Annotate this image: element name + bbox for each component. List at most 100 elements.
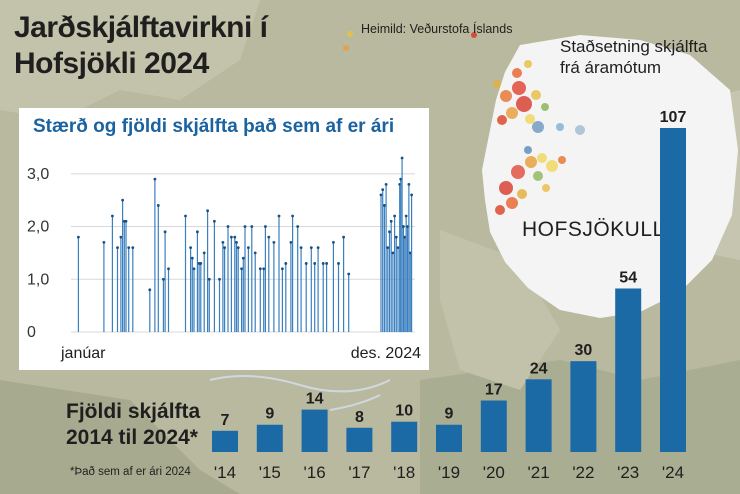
bar-category-label-7: '21	[528, 463, 550, 482]
bar-chart-label-line1: Fjöldi skjálfta	[66, 400, 201, 423]
magnitude-point-76	[400, 156, 404, 160]
bar-category-label-6: '20	[483, 463, 505, 482]
bar-value-label-9: 54	[619, 269, 637, 286]
magnitude-point-48	[284, 262, 288, 265]
bar-7	[525, 379, 552, 452]
magnitude-point-75	[399, 177, 403, 181]
magnitude-point-71	[393, 214, 396, 218]
magnitude-point-31	[230, 235, 233, 239]
magnitude-point-43	[264, 225, 267, 228]
bar-category-label-1: '15	[259, 463, 281, 482]
magnitude-point-8	[127, 246, 131, 250]
magnitude-point-57	[321, 262, 325, 265]
bar-value-label-8: 30	[575, 342, 593, 359]
magnitude-point-77	[402, 225, 405, 228]
y-tick-label-0: 0	[27, 324, 36, 341]
magnitude-point-50	[291, 214, 294, 218]
bar-10	[660, 128, 686, 452]
magnitude-point-5	[121, 198, 124, 202]
magnitude-point-24	[206, 209, 210, 213]
magnitude-point-49	[289, 240, 293, 244]
y-tick-label-2: 2,0	[27, 219, 49, 236]
magnitude-point-27	[218, 277, 221, 281]
magnitude-point-40	[253, 251, 257, 255]
magnitude-point-15	[167, 267, 170, 271]
magnitude-point-81	[407, 182, 411, 186]
magnitude-point-42	[262, 267, 266, 271]
magnitude-point-37	[243, 225, 247, 228]
magnitude-point-78	[403, 235, 407, 239]
magnitude-point-20	[196, 230, 199, 234]
magnitude-point-33	[235, 240, 238, 244]
magnitude-point-29	[223, 246, 227, 250]
magnitude-point-62	[347, 272, 351, 276]
magnitude-point-32	[233, 235, 237, 239]
magnitude-point-83	[410, 193, 413, 197]
magnitude-point-68	[388, 230, 391, 234]
magnitude-point-65	[383, 204, 386, 207]
magnitude-point-36	[241, 256, 245, 260]
magnitude-point-25	[207, 277, 211, 281]
magnitude-point-54	[309, 246, 313, 250]
x-end-label: des. 2024	[351, 345, 421, 362]
magnitude-point-64	[381, 188, 385, 192]
bar-category-label-4: '18	[393, 463, 415, 482]
magnitude-point-53	[304, 262, 308, 265]
source-note: Heimild: Veðurstofa Íslands	[361, 22, 513, 36]
y-tick-label-3: 3,0	[27, 166, 49, 183]
magnitude-point-4	[119, 235, 123, 239]
glacier-label: HOFSJÖKULL	[522, 218, 665, 241]
bar-category-label-2: '16	[304, 463, 326, 482]
magnitude-point-47	[281, 267, 284, 271]
magnitude-point-39	[250, 225, 254, 228]
magnitude-point-2	[111, 214, 114, 218]
bar-category-label-3: '17	[348, 463, 370, 482]
bar-0	[212, 430, 238, 452]
bar-value-label-6: 17	[485, 382, 503, 399]
magnitude-point-13	[162, 277, 165, 281]
bar-1	[256, 424, 283, 452]
bar-value-label-5: 9	[445, 406, 454, 423]
bar-value-label-10: 107	[660, 109, 687, 126]
bar-category-label-9: '23	[617, 463, 639, 482]
magnitude-point-59	[332, 240, 335, 244]
bar-9	[615, 288, 642, 452]
magnitude-point-23	[202, 251, 206, 255]
magnitude-point-73	[396, 246, 400, 250]
epicenter-cluster-south	[495, 146, 566, 215]
bar-category-label-0: '14	[214, 463, 236, 482]
bar-value-label-1: 9	[265, 406, 274, 423]
bar-category-label-5: '19	[438, 463, 460, 482]
bar-category-label-10: '24	[662, 463, 684, 482]
magnitude-point-41	[258, 267, 262, 271]
bar-value-label-4: 10	[395, 403, 413, 420]
bar-6	[480, 400, 507, 452]
magnitude-point-34	[236, 246, 240, 250]
bar-value-label-2: 14	[306, 391, 324, 408]
magnitude-point-79	[404, 214, 408, 218]
inset-title: Stærð og fjöldi skjálfta það sem af er á…	[33, 116, 395, 137]
magnitude-point-55	[313, 262, 317, 265]
magnitude-point-38	[247, 246, 250, 250]
footnote: *Það sem af er ári 2024	[70, 466, 191, 478]
magnitude-point-69	[389, 219, 393, 223]
magnitude-point-28	[221, 240, 225, 244]
epicenter-cluster-north	[343, 31, 585, 135]
magnitude-point-70	[391, 251, 395, 255]
map-caption: Staðsetning skjálfta frá áramótum	[560, 37, 708, 77]
bar-chart-label-line2: 2014 til 2024*	[66, 426, 198, 449]
bar-category-label-8: '22	[572, 463, 594, 482]
magnitude-point-16	[184, 214, 187, 218]
bar-chart-label: Fjöldi skjálfta 2014 til 2024*	[66, 399, 200, 451]
magnitude-point-14	[163, 230, 167, 234]
magnitude-point-60	[337, 262, 340, 265]
magnitude-inset: 0 1,0 2,0 3,0 janúar des. 2024 Stærð og fjöld…	[19, 108, 429, 370]
magnitude-point-52	[299, 246, 303, 250]
magnitude-point-19	[192, 267, 196, 271]
magnitude-point-22	[199, 262, 203, 265]
magnitude-point-7	[124, 219, 128, 223]
magnitude-point-0	[77, 235, 80, 239]
bar-value-label-7: 24	[530, 360, 548, 377]
magnitude-point-61	[342, 235, 345, 239]
